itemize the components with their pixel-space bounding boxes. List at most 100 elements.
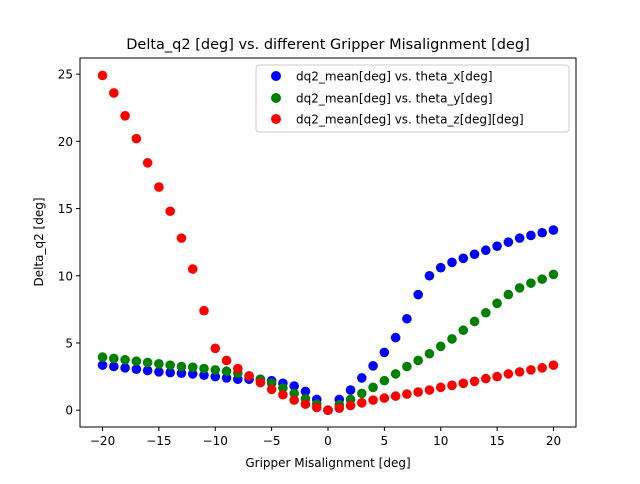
legend-marker-theta-z: [271, 114, 281, 124]
data-point-theta-x: [289, 381, 299, 391]
data-point-theta-x: [526, 230, 536, 241]
data-point-theta-x: [481, 245, 491, 256]
data-point-theta-z: [424, 385, 435, 395]
data-point-theta-y: [514, 283, 525, 293]
data-point-theta-z: [142, 158, 153, 168]
data-point-theta-z: [537, 363, 547, 373]
data-point-theta-x: [537, 227, 547, 238]
legend-label-theta-y: dq2_mean[deg] vs. theta_y[deg]: [296, 92, 493, 106]
data-point-theta-y: [435, 341, 446, 352]
data-point-theta-y: [278, 383, 288, 393]
y-tick-label: 15: [58, 202, 73, 216]
data-point-theta-y: [289, 388, 299, 399]
data-point-theta-x: [221, 373, 232, 383]
x-tick-label: −5: [263, 434, 281, 448]
data-point-theta-z: [109, 88, 119, 98]
points-layer: [97, 70, 559, 415]
data-point-theta-x: [120, 363, 130, 373]
data-point-theta-z: [514, 367, 525, 377]
data-point-theta-y: [131, 356, 142, 366]
data-point-theta-y: [165, 360, 175, 370]
data-point-theta-x: [402, 313, 412, 324]
data-point-theta-y: [379, 375, 390, 386]
data-point-theta-x: [345, 385, 356, 395]
data-point-theta-x: [503, 237, 514, 247]
data-point-theta-x: [357, 373, 367, 383]
data-point-theta-y: [548, 269, 559, 280]
data-point-theta-z: [289, 395, 299, 405]
data-point-theta-z: [244, 371, 254, 381]
data-point-theta-z: [131, 133, 142, 144]
data-point-theta-x: [368, 361, 378, 371]
data-point-theta-y: [526, 278, 536, 288]
data-point-theta-x: [413, 289, 423, 300]
data-point-theta-z: [492, 371, 502, 382]
data-point-theta-z: [176, 233, 187, 243]
data-point-theta-z: [481, 373, 491, 384]
data-point-theta-z: [154, 182, 164, 192]
data-point-theta-y: [537, 274, 547, 284]
legend-label-theta-x: dq2_mean[deg] vs. theta_x[deg]: [296, 70, 493, 84]
data-point-theta-y: [221, 366, 232, 377]
data-point-theta-z: [233, 363, 243, 374]
data-point-theta-z: [447, 380, 457, 391]
data-point-theta-y: [481, 307, 491, 318]
data-point-theta-y: [503, 289, 514, 300]
legend-marker-theta-x: [271, 71, 281, 81]
data-point-theta-z: [402, 389, 412, 399]
data-point-theta-y: [447, 334, 457, 344]
x-axis-label: Gripper Misalignment [deg]: [245, 456, 410, 470]
y-tick-label: 10: [58, 269, 73, 283]
data-point-theta-y: [357, 388, 367, 399]
x-tick-label: −15: [146, 434, 171, 448]
data-point-theta-z: [97, 70, 108, 81]
data-point-theta-y: [390, 369, 401, 379]
data-point-theta-z: [379, 393, 390, 403]
data-point-theta-x: [97, 360, 108, 370]
data-point-theta-y: [176, 361, 187, 372]
data-point-theta-z: [435, 382, 446, 393]
data-point-theta-z: [255, 377, 266, 388]
data-point-theta-y: [469, 316, 480, 327]
data-point-theta-x: [109, 361, 119, 372]
data-point-theta-x: [187, 369, 198, 379]
data-point-theta-z: [334, 403, 345, 413]
data-point-theta-z: [210, 343, 221, 354]
data-point-theta-y: [109, 353, 119, 364]
ticks-layer: −20 −15 −10 −5 0 5 10 15 20 0 5 10 15 20 25: [58, 68, 561, 448]
data-point-theta-y: [492, 298, 502, 309]
data-point-theta-z: [199, 305, 209, 316]
data-point-theta-z: [311, 402, 322, 413]
data-point-theta-x: [435, 262, 446, 273]
data-point-theta-y: [424, 348, 435, 359]
x-tick-label: 5: [381, 434, 389, 448]
data-point-theta-z: [357, 398, 367, 408]
data-point-theta-x: [447, 257, 457, 268]
data-point-theta-z: [526, 365, 536, 375]
data-point-theta-x: [492, 241, 502, 251]
data-point-theta-x: [424, 270, 435, 281]
data-point-theta-x: [300, 386, 311, 397]
data-point-theta-x: [165, 367, 175, 378]
data-point-theta-x: [469, 249, 480, 260]
data-point-theta-x: [176, 368, 187, 379]
data-point-theta-z: [413, 387, 423, 397]
data-point-theta-y: [368, 382, 378, 393]
data-point-theta-z: [345, 400, 356, 411]
data-point-theta-x: [199, 370, 209, 381]
data-point-theta-y: [142, 357, 153, 368]
y-tick-label: 25: [58, 68, 73, 82]
data-point-theta-x: [210, 371, 221, 382]
data-point-theta-y: [402, 361, 412, 372]
data-point-theta-z: [469, 376, 480, 387]
data-point-theta-x: [514, 233, 525, 243]
y-tick-label: 0: [65, 404, 73, 418]
legend-label-theta-z: dq2_mean[deg] vs. theta_z[deg][deg]: [296, 113, 524, 127]
chart-title: Delta_q2 [deg] vs. different Gripper Mis…: [126, 37, 530, 53]
data-point-theta-z: [300, 399, 311, 409]
data-point-theta-z: [165, 206, 175, 217]
legend-marker-theta-y: [271, 93, 281, 103]
y-axis-label: Delta_q2 [deg]: [32, 197, 46, 286]
